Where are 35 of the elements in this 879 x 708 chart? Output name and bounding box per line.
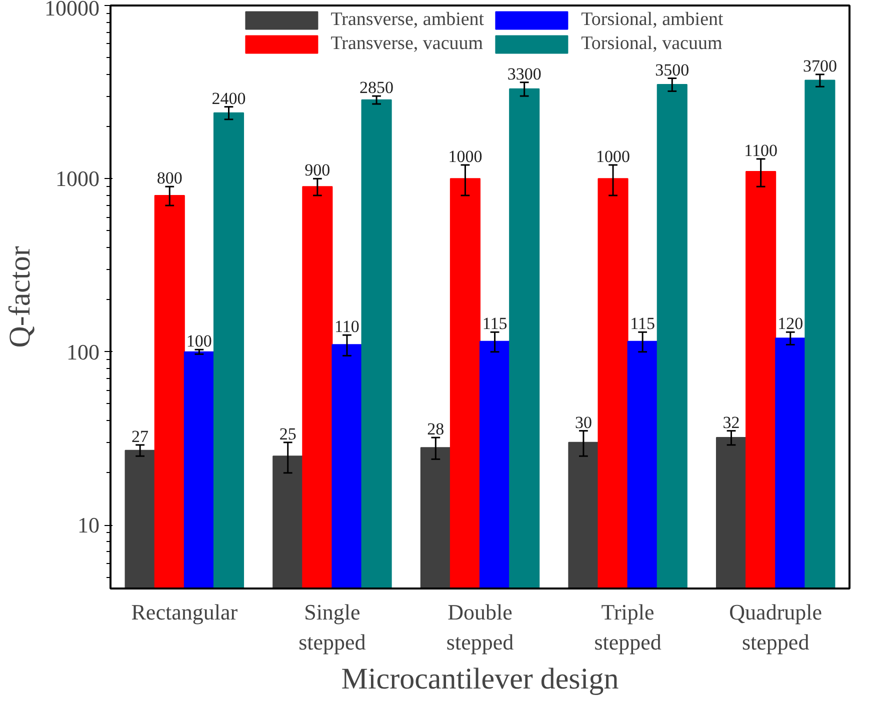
data-label: 27 [132, 426, 150, 446]
y-tick-label: 10 [78, 512, 100, 538]
data-label: 1000 [596, 146, 630, 166]
data-label: 120 [778, 314, 804, 334]
legend-label: Torsional, vacuum [581, 33, 722, 55]
y-tick-label: 1000 [56, 166, 100, 192]
data-label: 25 [279, 424, 296, 444]
data-label: 3700 [802, 56, 837, 76]
data-label: 115 [482, 314, 508, 334]
legend-label: Transverse, vacuum [330, 33, 484, 55]
y-axis-title: Q-factor [4, 246, 36, 348]
y-tick-label: 100 [66, 339, 100, 364]
legend-label: Torsional, ambient [581, 9, 724, 31]
data-label: 3500 [655, 60, 690, 80]
data-label: 1100 [744, 140, 778, 160]
data-label: 115 [630, 314, 656, 334]
x-axis-title: Microcantilever design [341, 662, 619, 696]
data-label: 100 [186, 332, 212, 351]
data-label: 2400 [212, 88, 246, 108]
y-tick-label: 10000 [44, 0, 100, 20]
data-label: 1000 [448, 146, 482, 166]
x-tick-label: Quadruple stepped [729, 600, 822, 654]
x-tick-label: Rectangular [131, 600, 238, 624]
data-label: 30 [574, 412, 592, 432]
data-label: 800 [156, 168, 182, 188]
x-tick-label: Double stepped [446, 600, 514, 654]
x-tick-label: Single stepped [298, 600, 366, 654]
data-label: 900 [304, 160, 330, 180]
data-label: 28 [427, 420, 444, 439]
data-label: 3300 [507, 64, 542, 84]
data-label: 32 [722, 412, 740, 432]
data-label: 110 [334, 317, 360, 336]
data-label: 2850 [360, 78, 394, 98]
x-tick-label: Triple stepped [594, 600, 662, 654]
legend-label: Transverse, ambient [330, 9, 484, 31]
